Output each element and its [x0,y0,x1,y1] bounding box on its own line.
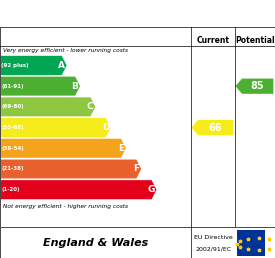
FancyBboxPatch shape [236,230,265,255]
Text: Energy Efficiency Rating: Energy Efficiency Rating [42,6,233,21]
Text: Potential: Potential [235,36,275,45]
Text: 66: 66 [208,123,222,133]
Text: (39-54): (39-54) [1,146,24,151]
Text: (21-38): (21-38) [1,166,24,172]
Polygon shape [1,76,80,96]
Text: B: B [72,82,78,91]
Text: Current: Current [197,36,230,45]
Polygon shape [1,159,141,179]
Text: England & Wales: England & Wales [43,238,148,247]
Text: (92 plus): (92 plus) [1,63,29,68]
Text: EU Directive: EU Directive [194,235,232,240]
Text: F: F [133,165,139,173]
Text: Not energy efficient - higher running costs: Not energy efficient - higher running co… [3,204,128,208]
Polygon shape [1,56,67,75]
Polygon shape [1,97,96,117]
Text: D: D [102,123,109,132]
Text: (55-68): (55-68) [1,125,24,130]
Polygon shape [191,120,234,135]
Text: C: C [87,102,94,111]
Text: (81-91): (81-91) [1,84,24,89]
Text: 85: 85 [250,81,264,91]
Text: (1-20): (1-20) [1,187,20,192]
Polygon shape [1,118,111,137]
Polygon shape [1,180,157,199]
Text: E: E [118,144,124,153]
Text: Very energy efficient - lower running costs: Very energy efficient - lower running co… [3,48,128,53]
Polygon shape [1,139,126,158]
Text: 2002/91/EC: 2002/91/EC [195,247,231,252]
Text: G: G [148,185,155,194]
Polygon shape [235,78,274,94]
Text: A: A [58,61,65,70]
Text: (69-80): (69-80) [1,104,24,109]
